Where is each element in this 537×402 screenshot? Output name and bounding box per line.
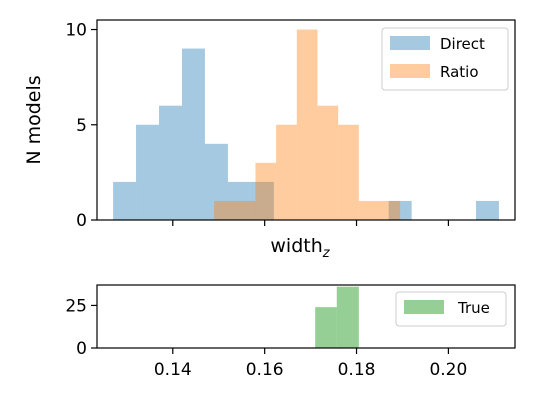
- y-tick-label-0: 0: [76, 211, 87, 231]
- legend-swatch-true: [404, 300, 444, 314]
- bottom-y-ticks: 0 25: [65, 296, 97, 359]
- legend-swatch-direct: [390, 36, 430, 50]
- bar-direct-2: [159, 105, 182, 220]
- bar-direct-8: [475, 200, 499, 220]
- top-legend-box: [381, 27, 509, 91]
- bottom-bars: [315, 286, 359, 348]
- bottom-legend: True: [395, 291, 507, 327]
- legend-label-direct: Direct: [440, 35, 485, 53]
- y-tick-label-0: 0: [76, 339, 87, 359]
- top-histogram-panel: 0 5 10 N models widthz Direct Ratio: [23, 19, 516, 261]
- bar-ratio-6: [338, 124, 359, 220]
- bar-true-0: [315, 307, 337, 348]
- y-axis-title: N models: [23, 75, 45, 164]
- top-axes-frame: [96, 19, 516, 221]
- y-tick-label-2: 10: [65, 21, 87, 41]
- legend-swatch-ratio: [390, 64, 430, 78]
- bar-ratio-0: [214, 200, 235, 220]
- top-y-ticks: 0 5 10: [65, 21, 97, 231]
- bar-ratio-8: [379, 200, 401, 220]
- x-tick-label-3: 0.20: [429, 360, 467, 380]
- bottom-x-ticks: 0.14 0.16 0.18 0.20: [154, 348, 467, 380]
- y-tick-label-1: 5: [76, 116, 87, 136]
- legend-label-true: True: [457, 299, 490, 317]
- bar-direct-7: [388, 200, 412, 220]
- x-tick-label-0: 0.14: [154, 360, 192, 380]
- bar-ratio-2: [255, 162, 277, 220]
- bar-direct-3: [181, 48, 205, 220]
- bottom-axes-frame: [96, 284, 516, 349]
- bar-ratio-5: [317, 105, 339, 220]
- x-axis-title-base: width: [270, 235, 322, 257]
- bar-direct-6: [250, 181, 274, 220]
- x-tick-label-1: 0.16: [246, 360, 284, 380]
- top-legend: Direct Ratio: [381, 27, 509, 91]
- bar-direct-1: [136, 124, 160, 220]
- y-tick-label-1: 25: [65, 296, 87, 316]
- bar-direct-5: [227, 181, 251, 220]
- bar-ratio-3: [276, 124, 297, 220]
- x-axis-title: widthz: [270, 235, 330, 261]
- bar-ratio-1: [234, 200, 256, 220]
- bar-direct-0: [113, 181, 137, 220]
- top-x-ticks: [172, 220, 449, 226]
- bar-ratio-4: [296, 29, 318, 220]
- bar-ratio-7: [358, 200, 380, 220]
- top-bars: [113, 29, 499, 220]
- x-tick-label-2: 0.18: [338, 360, 376, 380]
- bar-direct-4: [204, 143, 228, 220]
- bar-true-1: [336, 286, 359, 348]
- x-axis-title-subscript: z: [322, 246, 331, 261]
- bottom-histogram-panel: 0 25 0.14 0.16 0.18 0.20 True: [65, 284, 516, 380]
- legend-label-ratio: Ratio: [440, 63, 479, 81]
